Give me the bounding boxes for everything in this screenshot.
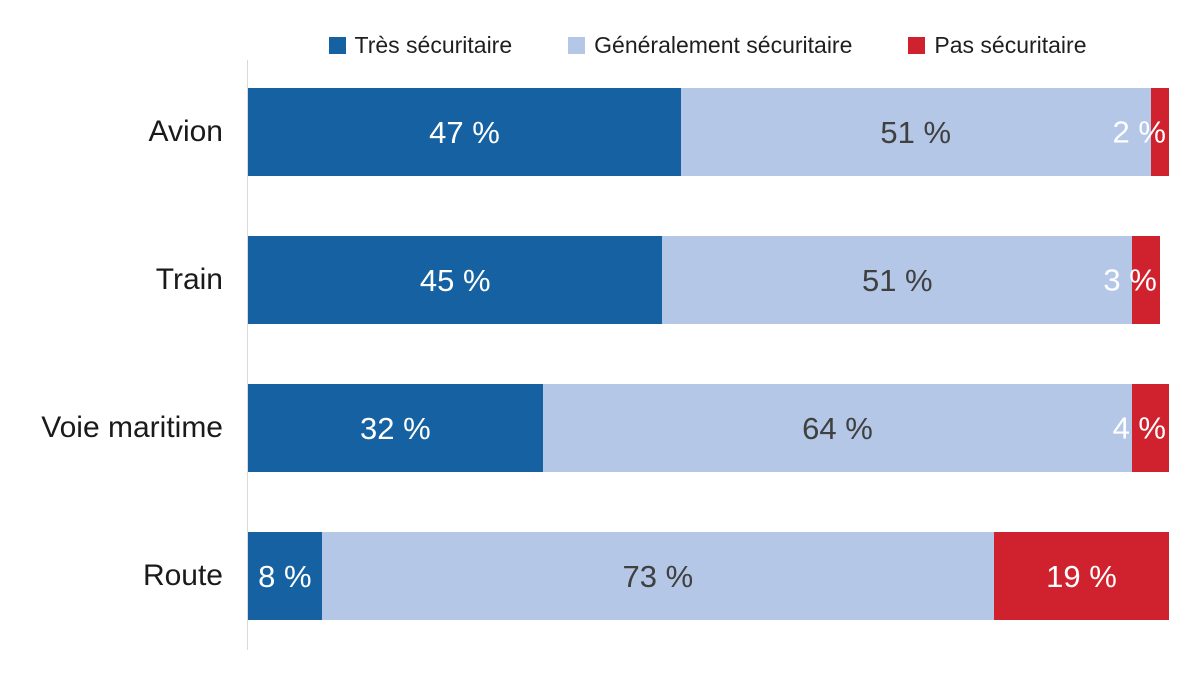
legend: Très sécuritaire Généralement sécuritair… (247, 32, 1168, 59)
bar-value-label: 3 % (1103, 262, 1157, 298)
legend-label: Généralement sécuritaire (594, 32, 853, 58)
category-label: Voie maritime (41, 411, 223, 444)
category-label: Avion (148, 115, 223, 148)
legend-item-pas-securitaire: Pas sécuritaire (908, 32, 1087, 59)
bar-track: 47 % 51 % 2 % (248, 88, 1169, 176)
bar-segment-generalement-securitaire: 64 % (542, 384, 1133, 472)
legend-swatch-tres-securitaire (328, 37, 346, 54)
bar-track: 8 % 73 % 19 % (248, 532, 1169, 620)
category-label: Route (142, 559, 223, 592)
plot-area: Avion 47 % 51 % 2 % Train 45 % 51 % 3 % Voie… (0, 88, 1169, 620)
bar-value-label: 47 % (429, 114, 500, 150)
bar-segment-tres-securitaire: 47 % (248, 88, 681, 176)
bar-segment-pas-securitaire: 4 % (1113, 384, 1169, 472)
bar-row-route: Route 8 % 73 % 19 % (0, 532, 1169, 620)
bar-segment-pas-securitaire: 2 % (1113, 88, 1169, 176)
legend-item-tres-securitaire: Très sécuritaire (328, 32, 513, 59)
bar-segment-generalement-securitaire: 73 % (321, 532, 994, 620)
legend-label: Très sécuritaire (354, 32, 513, 58)
bar-value-label: 73 % (622, 558, 694, 594)
legend-swatch-pas-securitaire (908, 37, 926, 54)
bar-row-avion: Avion 47 % 51 % 2 % (0, 88, 1169, 176)
bar-value-label: 32 % (360, 410, 431, 446)
bar-value-label: 8 % (258, 558, 312, 594)
bar-value-label: 51 % (880, 114, 952, 150)
bar-value-label: 64 % (802, 410, 873, 446)
bar-value-label: 2 % (1112, 114, 1166, 150)
legend-item-generalement-securitaire: Généralement sécuritaire (568, 32, 852, 59)
bar-row-voie-maritime: Voie maritime 32 % 64 % 4 % (0, 384, 1169, 472)
bar-segment-pas-securitaire: 3 % (1103, 236, 1160, 324)
bar-segment-tres-securitaire: 45 % (248, 236, 663, 324)
bar-row-train: Train 45 % 51 % 3 % (0, 236, 1169, 324)
bar-value-label: 45 % (419, 262, 491, 298)
bar-segment-generalement-securitaire: 51 % (680, 88, 1151, 176)
bar-segment-tres-securitaire: 8 % (248, 532, 322, 620)
category-label: Train (155, 263, 223, 296)
bar-track: 45 % 51 % 3 % (248, 236, 1169, 324)
bar-segment-generalement-securitaire: 51 % (662, 236, 1133, 324)
bar-value-label: 19 % (1046, 558, 1117, 594)
legend-label: Pas sécuritaire (934, 32, 1087, 58)
bar-track: 32 % 64 % 4 % (248, 384, 1169, 472)
bar-segment-tres-securitaire: 32 % (248, 384, 543, 472)
bar-segment-pas-securitaire: 19 % (994, 532, 1169, 620)
bar-value-label: 4 % (1112, 410, 1166, 446)
y-axis-line (247, 60, 248, 650)
bar-value-label: 51 % (861, 262, 933, 298)
legend-swatch-generalement-securitaire (568, 37, 586, 54)
